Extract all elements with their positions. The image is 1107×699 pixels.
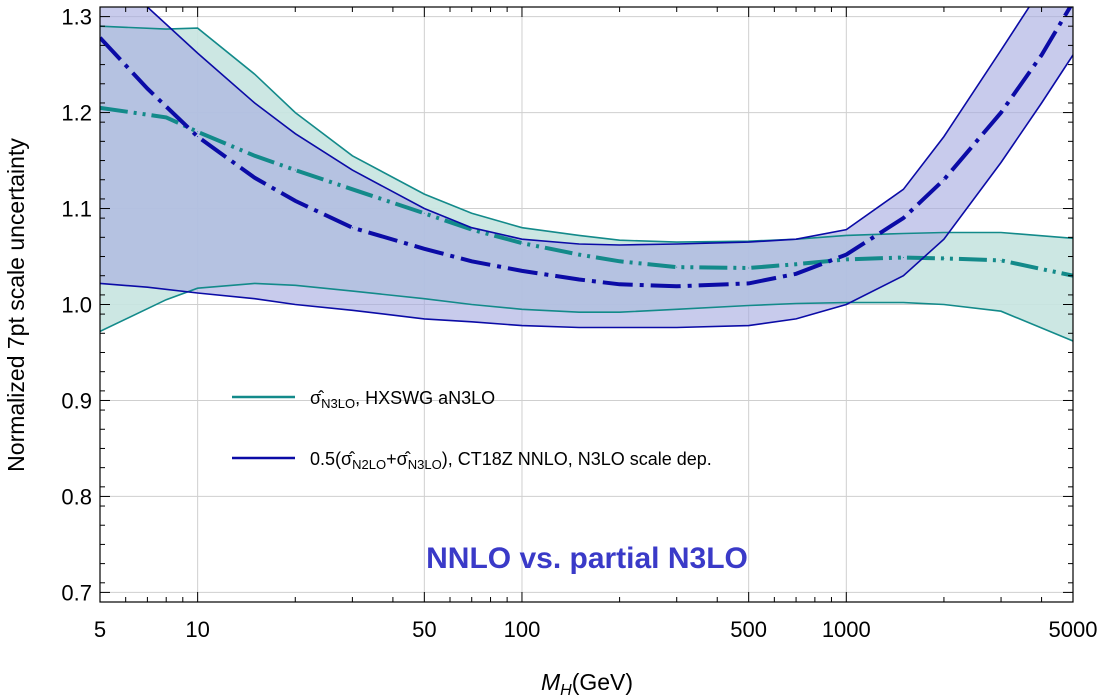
y-axis-title: Normalized 7pt scale uncertainty <box>3 138 29 472</box>
central-point <box>471 261 472 262</box>
legend-blue-sub2: N3LO <box>408 457 442 472</box>
x-tick-label: 500 <box>730 617 767 642</box>
central-point <box>1001 112 1002 113</box>
x-tick-label: 5000 <box>1049 617 1098 642</box>
central-point <box>1001 260 1002 261</box>
central-point <box>522 270 523 271</box>
central-point <box>254 177 255 178</box>
legend-blue-prefix: 0.5( <box>310 449 341 469</box>
x-tick-label: 10 <box>185 617 209 642</box>
x-axis-title-sub: H <box>560 682 572 699</box>
central-point <box>748 283 749 284</box>
x-tick-label: 100 <box>504 617 541 642</box>
central-point <box>197 131 198 132</box>
y-tick-label: 0.8 <box>61 484 92 509</box>
central-point <box>352 227 353 228</box>
central-point <box>676 267 677 268</box>
central-point <box>903 218 904 219</box>
legend-blue-rest: ), CT18Z NNLO, N3LO scale dep. <box>442 449 712 469</box>
legend-teal-sub: N3LO <box>321 396 355 411</box>
central-point <box>748 268 749 269</box>
central-point <box>943 179 944 180</box>
x-axis-title: MH(GeV) <box>541 669 633 699</box>
y-tick-label: 1.0 <box>61 293 92 318</box>
central-point <box>943 258 944 259</box>
central-point <box>676 286 677 287</box>
x-tick-label: 50 <box>412 617 436 642</box>
central-point <box>903 257 904 258</box>
central-point <box>254 155 255 156</box>
y-tick-label: 0.7 <box>61 580 92 605</box>
central-point <box>166 117 167 118</box>
central-point <box>796 264 797 265</box>
central-point <box>295 200 296 201</box>
x-axis-title-main: M <box>541 669 561 695</box>
legend-entry-blue: 0.5(σ̂N2LO+σ̂N3LO), CT18Z NNLO, N3LO sca… <box>310 449 712 472</box>
central-point <box>424 248 425 249</box>
central-point <box>619 261 620 262</box>
legend-blue-sub1: N2LO <box>352 457 386 472</box>
central-point <box>1073 2 1074 3</box>
y-tick-label: 1.1 <box>61 197 92 222</box>
central-point <box>846 254 847 255</box>
central-point <box>295 170 296 171</box>
x-tick-label: 5 <box>94 617 106 642</box>
central-point <box>846 259 847 260</box>
x-axis-title-unit: (GeV) <box>572 669 633 695</box>
chart-annotation: NNLO vs. partial N3LO <box>426 542 748 575</box>
central-point <box>424 213 425 214</box>
central-point <box>796 273 797 274</box>
central-point <box>619 284 620 285</box>
legend-entry-teal: σ̂N3LO, HXSWG aN3LO <box>310 388 495 411</box>
central-point <box>522 243 523 244</box>
central-point <box>579 254 580 255</box>
y-tick-label: 0.9 <box>61 388 92 413</box>
central-point <box>147 88 148 89</box>
central-point <box>1041 55 1042 56</box>
legend-teal-rest: , HXSWG aN3LO <box>355 388 495 408</box>
central-point <box>471 229 472 230</box>
x-tick-label: 1000 <box>822 617 871 642</box>
y-tick-label: 1.2 <box>61 101 92 126</box>
legend-blue-plus: + <box>386 449 397 469</box>
central-point <box>197 136 198 137</box>
central-point <box>352 189 353 190</box>
y-tick-label: 1.3 <box>61 5 92 30</box>
central-point <box>579 279 580 280</box>
